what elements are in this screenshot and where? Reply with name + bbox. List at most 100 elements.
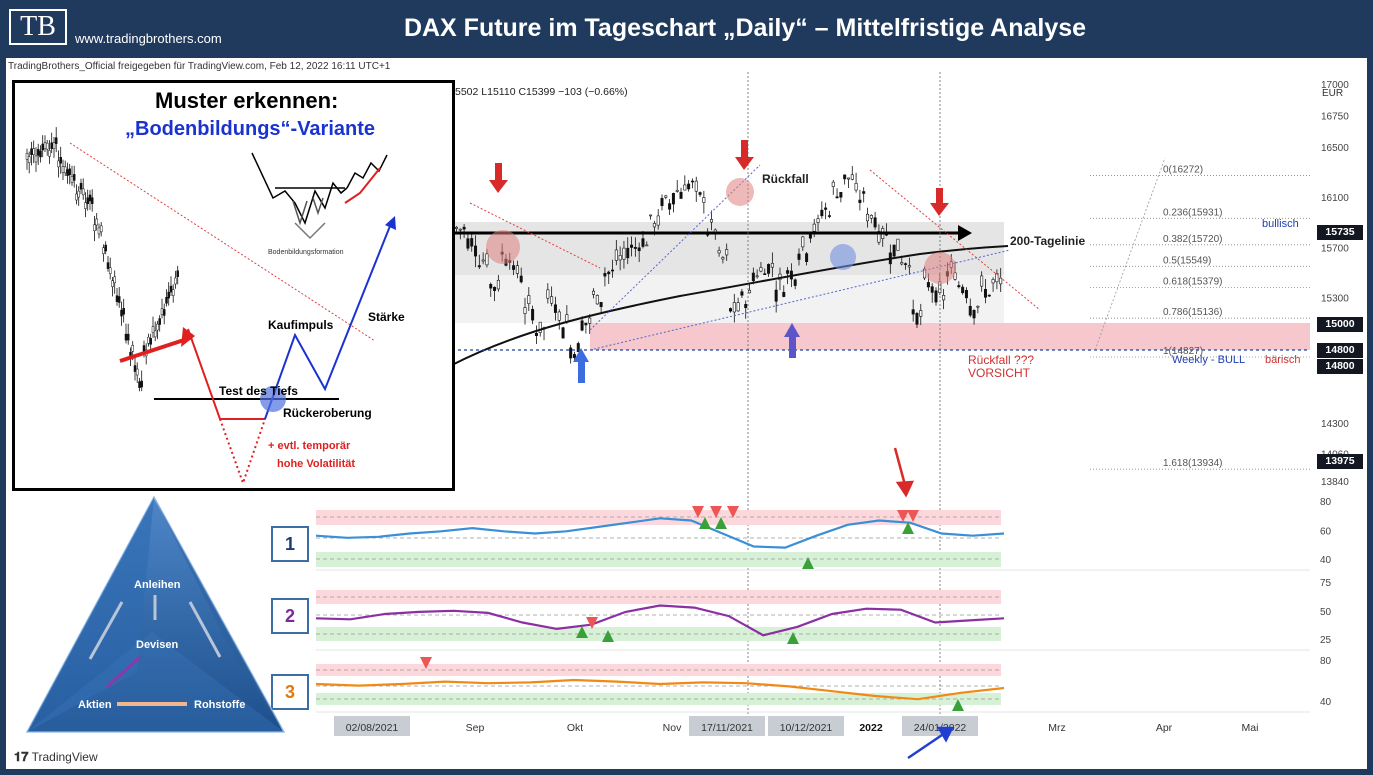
candle-body: [675, 189, 679, 192]
candle-body: [633, 246, 637, 249]
indicator-label-2: 2: [271, 598, 309, 634]
inset-candle-body: [61, 166, 65, 173]
inset-candle-body: [133, 365, 137, 372]
pyramid-label-devisen: Devisen: [136, 639, 178, 651]
date-box: [902, 716, 978, 736]
up-arrow-blue: [784, 323, 800, 358]
candle-body: [831, 181, 835, 187]
blue-arrowhead: [385, 216, 396, 230]
inset-candle-body: [75, 193, 78, 201]
inset-candle-body: [36, 149, 40, 156]
candle-body: [755, 275, 759, 278]
pyramid-label-anleihen: Anleihen: [134, 579, 181, 591]
intermarket-pyramid: Anleihen Devisen Aktien Rohstoffe: [25, 495, 286, 733]
candle-body: [934, 290, 938, 303]
inset-candle-body: [120, 309, 123, 317]
y-tick-label: 14300: [1321, 419, 1349, 430]
candle-body: [957, 285, 961, 288]
relationship-arrows: [88, 595, 222, 660]
candle-body: [717, 250, 721, 254]
inset-candle-body: [162, 309, 166, 316]
candle-body: [763, 273, 767, 276]
inset-candle-body: [171, 289, 175, 296]
candle-body: [801, 236, 805, 248]
inset-candle-body: [43, 142, 47, 150]
candle-body: [850, 174, 854, 180]
candle-body: [774, 289, 778, 302]
candle-body: [630, 244, 634, 248]
buy-signal-triangle: [787, 632, 799, 644]
candle-body: [515, 265, 519, 274]
red-dotted-path: [219, 418, 266, 487]
fib-label: 0.5(15549): [1163, 255, 1211, 266]
inset-candle-body: [45, 142, 49, 150]
inset-candle-body: [68, 168, 71, 176]
candle-body: [835, 196, 839, 199]
candle-body: [531, 309, 535, 321]
inset-candle-body: [153, 330, 157, 338]
inset-candle-body: [151, 326, 155, 333]
x-tick-label: 10/12/2021: [780, 722, 833, 734]
candle-body: [827, 215, 831, 217]
fib-label: 1(14827): [1163, 346, 1203, 357]
candle-body: [980, 275, 984, 287]
down-arrow-red: [930, 188, 949, 216]
arrowhead: [958, 225, 972, 241]
candle-body: [652, 223, 656, 228]
inset-candle-body: [30, 148, 33, 156]
price-tag: 14800: [1317, 359, 1363, 374]
fib-label: 0.236(15931): [1163, 207, 1223, 218]
candle-body: [477, 265, 481, 268]
candle-body: [808, 234, 812, 239]
inset-candle-body: [138, 381, 141, 388]
candle-body: [793, 279, 797, 286]
inset-candle-body: [174, 277, 177, 285]
inset-candle-body: [142, 345, 146, 352]
candle-body: [519, 275, 523, 283]
trendline-red-2: [869, 169, 1041, 311]
candle-body: [770, 263, 774, 268]
candle-body: [580, 320, 584, 331]
candle-body: [527, 295, 531, 305]
candle-body: [561, 327, 565, 339]
oscillator-panels: 80 60 40 75 50 25 80 40: [315, 497, 1332, 713]
candle-body: [572, 354, 576, 358]
inset-candle-body: [93, 224, 96, 232]
candle-body: [687, 183, 691, 190]
candle-body: [907, 265, 911, 268]
candle-body: [877, 231, 881, 243]
buy-signal-triangle: [576, 626, 588, 638]
candle-body: [805, 253, 809, 262]
inset-heading: Muster erkennen:: [155, 88, 338, 113]
inset-candle-body: [48, 150, 51, 157]
inset-candle-body: [86, 197, 89, 205]
osc-level-label: 50: [1320, 607, 1332, 618]
inset-candle-body: [57, 160, 60, 168]
inset-candle-body: [135, 368, 139, 376]
pattern-illustration: Muster erkennen: „Bodenbildungs“-Variant…: [25, 88, 405, 487]
candle-body: [569, 347, 573, 359]
inset-candle-body: [147, 337, 150, 344]
label-rueckeroberung: Rückeroberung: [283, 406, 372, 420]
inset-candle-body: [70, 176, 74, 183]
up-arrow-blue: [573, 348, 589, 383]
candle-body: [595, 295, 599, 305]
candle-body: [816, 218, 820, 223]
candle-body: [759, 267, 763, 272]
inset-candle-body: [52, 142, 56, 149]
price-tag: 15000: [1317, 317, 1363, 332]
price-tag: 14800: [1317, 343, 1363, 358]
inset-candle-body: [122, 308, 125, 315]
time-axis: 02/08/2021 Sep Okt Nov 17/11/2021 10/12/2021 2…: [334, 716, 1258, 736]
website-link[interactable]: www.tradingbrothers.com: [75, 31, 222, 46]
red-tick-mark: [344, 167, 381, 204]
candle-body: [751, 272, 755, 282]
candle-body: [690, 180, 694, 183]
candle-body: [702, 197, 706, 203]
oversold-zone: [316, 627, 1001, 641]
candle-body: [824, 207, 828, 210]
osc-level-label: 25: [1320, 635, 1332, 646]
support-zone: [590, 323, 1310, 350]
inset-candle-body: [90, 197, 94, 204]
inset-candle-body: [149, 338, 152, 345]
